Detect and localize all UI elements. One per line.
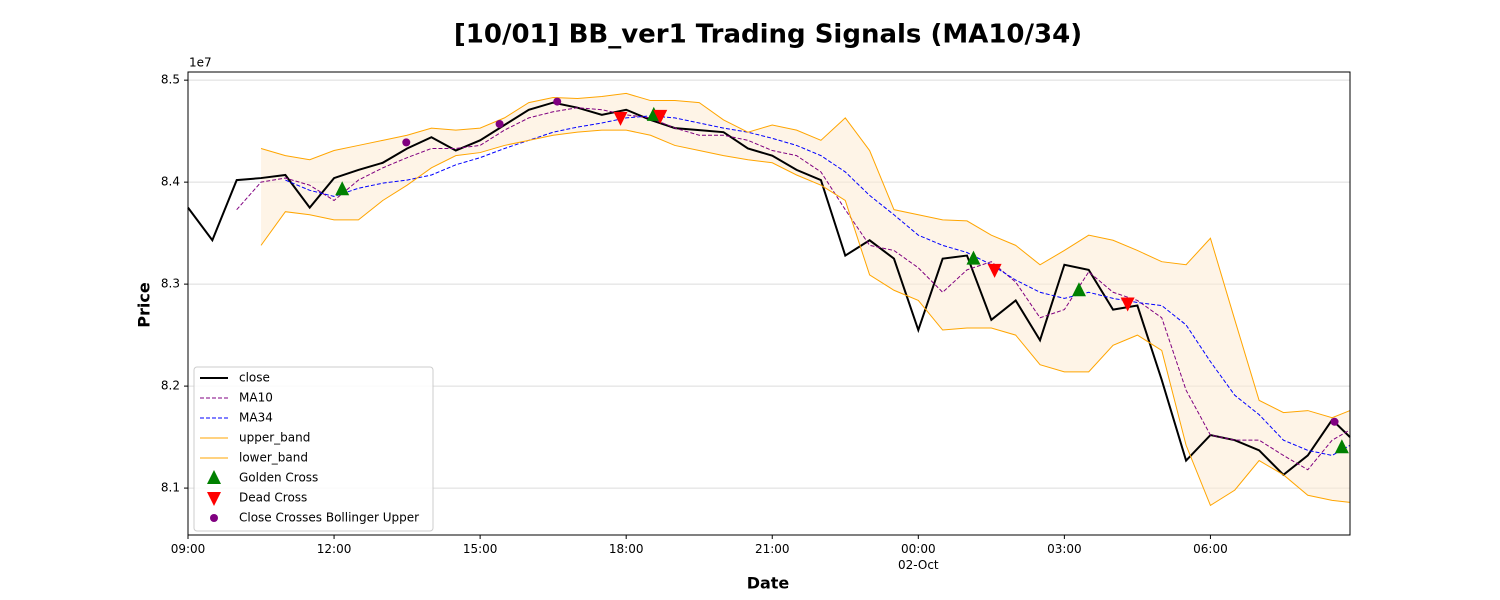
upper-cross-marker bbox=[210, 514, 218, 522]
x-tick-label: 12:00 bbox=[317, 542, 352, 556]
dead-cross-marker bbox=[1120, 297, 1135, 312]
legend-label: MA34 bbox=[239, 411, 273, 425]
x-tick-label: 09:00 bbox=[171, 542, 206, 556]
legend-label: upper_band bbox=[239, 431, 310, 445]
y-offset-label: 1e7 bbox=[189, 56, 212, 70]
y-tick-label: 8.2 bbox=[161, 379, 180, 393]
golden-cross-marker bbox=[1071, 282, 1086, 297]
x-tick-label: 15:00 bbox=[463, 542, 498, 556]
y-tick-label: 8.4 bbox=[161, 175, 180, 189]
x-tick-label: 03:00 bbox=[1047, 542, 1082, 556]
chart-title: [10/01] BB_ver1 Trading Signals (MA10/34… bbox=[454, 20, 1082, 50]
dead-cross-marker bbox=[613, 111, 628, 126]
golden-cross-marker bbox=[1334, 439, 1349, 454]
x-tick-label: 00:00 02-Oct bbox=[898, 542, 939, 572]
legend-label: MA10 bbox=[239, 391, 273, 405]
x-axis-label: Date bbox=[747, 574, 790, 593]
dead-cross-marker bbox=[987, 263, 1002, 278]
line-close bbox=[187, 101, 1351, 477]
x-tick-label: 21:00 bbox=[755, 542, 790, 556]
y-tick-label: 8.5 bbox=[161, 73, 180, 87]
legend-box bbox=[193, 366, 434, 532]
y-axis-label: Price bbox=[135, 282, 154, 328]
upper-cross-marker bbox=[553, 97, 562, 106]
legend-label: close bbox=[239, 371, 270, 385]
upper-cross-marker bbox=[402, 138, 411, 147]
dead-cross-marker bbox=[207, 492, 221, 506]
dead-cross-marker bbox=[653, 109, 668, 124]
upper-cross-marker bbox=[495, 120, 504, 129]
upper-cross-marker bbox=[1330, 417, 1339, 426]
golden-cross-marker bbox=[207, 470, 221, 484]
legend-label: Dead Cross bbox=[239, 491, 307, 505]
legend-label: Golden Cross bbox=[239, 471, 318, 485]
legend-label: lower_band bbox=[239, 451, 308, 465]
line-ma10 bbox=[236, 107, 1351, 471]
line-ma34 bbox=[285, 115, 1351, 456]
plot-frame bbox=[187, 71, 1351, 536]
y-tick-label: 8.3 bbox=[161, 277, 180, 291]
y-tick-label: 8.1 bbox=[161, 481, 180, 495]
line-lower-band bbox=[260, 129, 1351, 507]
golden-cross-marker bbox=[966, 250, 981, 265]
x-tick-label: 18:00 bbox=[609, 542, 644, 556]
legend-label: Close Crosses Bollinger Upper bbox=[239, 511, 419, 525]
line-upper-band bbox=[260, 92, 1351, 419]
x-tick-label: 06:00 bbox=[1193, 542, 1228, 556]
golden-cross-marker bbox=[335, 181, 350, 196]
